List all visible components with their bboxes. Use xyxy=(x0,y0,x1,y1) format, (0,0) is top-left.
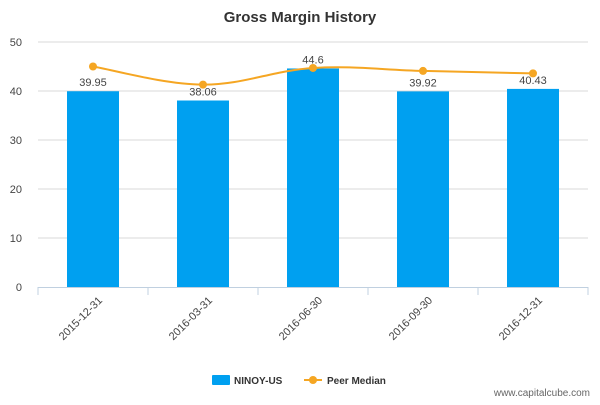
peer-median-point xyxy=(529,69,537,78)
bar-data-label: 39.95 xyxy=(79,77,107,89)
x-axis: 2015-12-31 2016-03-31 2016-06-30 2016-09-30… xyxy=(37,287,589,343)
legend-swatch-line-marker xyxy=(309,376,317,384)
x-tick-label: 2016-09-30 xyxy=(387,295,435,343)
watermark: www.capitalcube.com xyxy=(493,388,590,399)
peer-median-point xyxy=(309,63,317,72)
line-series xyxy=(89,62,537,89)
bar xyxy=(287,68,339,288)
y-tick-label: 40 xyxy=(10,86,22,98)
peer-median-point xyxy=(419,66,427,75)
y-tick-label: 10 xyxy=(10,233,22,245)
legend-label-line: Peer Median xyxy=(327,376,386,387)
bar-data-label: 38.06 xyxy=(189,87,217,99)
peer-median-point xyxy=(89,62,97,71)
chart-title: Gross Margin History xyxy=(224,9,377,26)
bar-data-label: 40.43 xyxy=(519,75,547,87)
y-tick-label: 20 xyxy=(10,184,22,196)
y-tick-label: 0 xyxy=(16,282,22,294)
bar xyxy=(507,88,559,287)
legend-swatch-bar xyxy=(212,375,230,385)
y-tick-label: 50 xyxy=(10,37,22,49)
bar xyxy=(67,91,119,288)
y-tick-label: 30 xyxy=(10,135,22,147)
legend: NINOY-US Peer Median xyxy=(212,375,386,387)
data-labels: 39.95 38.06 44.6 39.92 40.43 xyxy=(79,54,547,98)
x-tick-label: 2016-12-31 xyxy=(497,295,545,343)
bar-data-label: 39.92 xyxy=(409,77,437,89)
bar xyxy=(397,91,449,287)
x-tick-label: 2016-06-30 xyxy=(277,295,325,343)
legend-label-bar: NINOY-US xyxy=(234,376,283,387)
y-axis: 0 10 20 30 40 50 xyxy=(10,37,22,294)
peer-median-point xyxy=(199,80,207,89)
bar-data-label: 44.6 xyxy=(302,54,323,66)
x-tick-label: 2015-12-31 xyxy=(57,295,105,343)
bar-series xyxy=(67,68,559,288)
x-tick-label: 2016-03-31 xyxy=(167,295,215,343)
bar xyxy=(177,100,229,287)
